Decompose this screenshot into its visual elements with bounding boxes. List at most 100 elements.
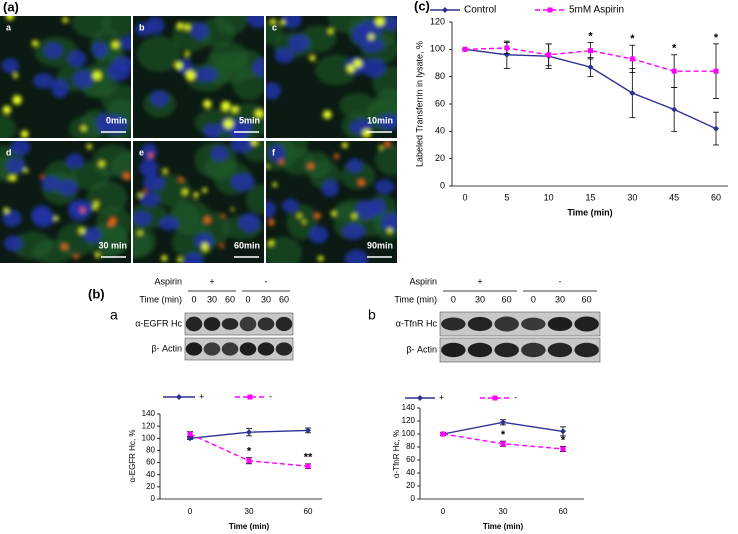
nucleus bbox=[281, 198, 299, 213]
lane-label: 0 bbox=[451, 294, 456, 304]
spot bbox=[202, 187, 208, 193]
y-tick-label: 20 bbox=[406, 481, 415, 490]
band bbox=[574, 342, 599, 358]
marker bbox=[187, 431, 193, 437]
blot-strip bbox=[439, 311, 601, 337]
y-tick-label: 100 bbox=[402, 429, 416, 438]
spot bbox=[201, 243, 208, 249]
spot bbox=[204, 217, 211, 223]
legend-label: - bbox=[269, 391, 272, 401]
spot bbox=[272, 182, 278, 188]
y-axis-title: α-EGFR Hc, % bbox=[128, 429, 137, 482]
band bbox=[185, 316, 203, 332]
cell bbox=[101, 84, 131, 116]
band bbox=[275, 316, 293, 332]
band bbox=[203, 342, 221, 356]
cell bbox=[266, 236, 303, 263]
marker bbox=[500, 441, 506, 447]
nucleus bbox=[360, 38, 385, 53]
spot bbox=[203, 99, 212, 109]
row-label: α-EGFR Hc bbox=[135, 318, 182, 328]
spot bbox=[222, 214, 226, 218]
spot bbox=[31, 40, 38, 47]
y-tick-label: 20 bbox=[435, 153, 445, 163]
band bbox=[494, 342, 519, 358]
x-tick-label: 30 bbox=[627, 192, 637, 202]
micrograph-time: 10min bbox=[367, 115, 393, 125]
micrograph-time: 60min bbox=[234, 240, 260, 250]
spot bbox=[297, 213, 302, 218]
treatment-label: Aspirin bbox=[154, 276, 182, 286]
spot bbox=[93, 201, 99, 207]
x-tick-label: 60 bbox=[559, 507, 568, 516]
legend-label: - bbox=[514, 392, 517, 402]
marker bbox=[440, 431, 446, 437]
nucleus bbox=[143, 174, 165, 192]
nucleus bbox=[112, 56, 131, 73]
marker bbox=[246, 458, 252, 464]
spot bbox=[302, 220, 306, 224]
micrograph: f 90min bbox=[266, 141, 397, 263]
micrograph-letter: e bbox=[139, 147, 144, 157]
blot-strip bbox=[439, 337, 601, 363]
y-tick-label: 60 bbox=[435, 98, 445, 108]
spot bbox=[54, 216, 59, 221]
significance: * bbox=[630, 33, 635, 45]
nucleus bbox=[67, 50, 87, 67]
significance: * bbox=[561, 434, 566, 446]
spot bbox=[322, 110, 332, 119]
spot bbox=[352, 213, 357, 219]
cell bbox=[92, 144, 131, 177]
spot bbox=[278, 159, 283, 164]
nucleus bbox=[68, 202, 91, 221]
spot bbox=[148, 153, 153, 158]
spot bbox=[174, 61, 183, 70]
nucleus bbox=[346, 158, 363, 173]
micrograph-letter: b bbox=[139, 22, 145, 32]
spot bbox=[3, 207, 9, 214]
panel-label: (c) bbox=[414, 0, 430, 13]
spot bbox=[137, 192, 143, 198]
cell bbox=[277, 141, 308, 161]
spot bbox=[314, 212, 321, 219]
legend-label: Control bbox=[464, 5, 496, 16]
marker bbox=[462, 46, 468, 52]
micrograph: c 10min bbox=[266, 16, 397, 138]
band bbox=[547, 316, 573, 332]
band bbox=[275, 342, 293, 356]
nucleus bbox=[203, 123, 222, 138]
nucleus bbox=[6, 158, 26, 174]
x-axis-title: Time (min) bbox=[483, 522, 524, 531]
time-label: Time (min) bbox=[139, 294, 182, 304]
x-tick-label: 30 bbox=[245, 507, 254, 516]
panel-label: (b) bbox=[88, 286, 105, 301]
marker bbox=[629, 56, 635, 62]
nucleus bbox=[210, 145, 229, 162]
spot bbox=[220, 244, 225, 249]
nucleus bbox=[10, 141, 31, 156]
spot bbox=[20, 130, 29, 138]
micrograph-time: 30 min bbox=[98, 240, 127, 250]
spot bbox=[8, 175, 14, 181]
nucleus bbox=[230, 173, 255, 191]
spot bbox=[231, 105, 239, 113]
band bbox=[221, 318, 239, 330]
marker bbox=[547, 7, 553, 13]
spot bbox=[358, 179, 365, 186]
micrograph-content bbox=[266, 16, 397, 138]
y-tick-label: 40 bbox=[406, 468, 415, 477]
cell bbox=[245, 184, 264, 215]
nucleus bbox=[183, 252, 204, 263]
nucleus bbox=[288, 34, 310, 53]
marker bbox=[587, 64, 594, 71]
group-label: - bbox=[559, 276, 562, 286]
micrograph-time: 90min bbox=[367, 240, 393, 250]
spot bbox=[23, 168, 29, 173]
spot bbox=[309, 55, 316, 62]
micrograph-letter: a bbox=[6, 22, 12, 32]
group-label: + bbox=[209, 276, 214, 286]
spot bbox=[270, 18, 276, 25]
marker bbox=[417, 395, 423, 401]
band bbox=[185, 342, 203, 356]
x-tick-label: 5 bbox=[504, 192, 509, 202]
